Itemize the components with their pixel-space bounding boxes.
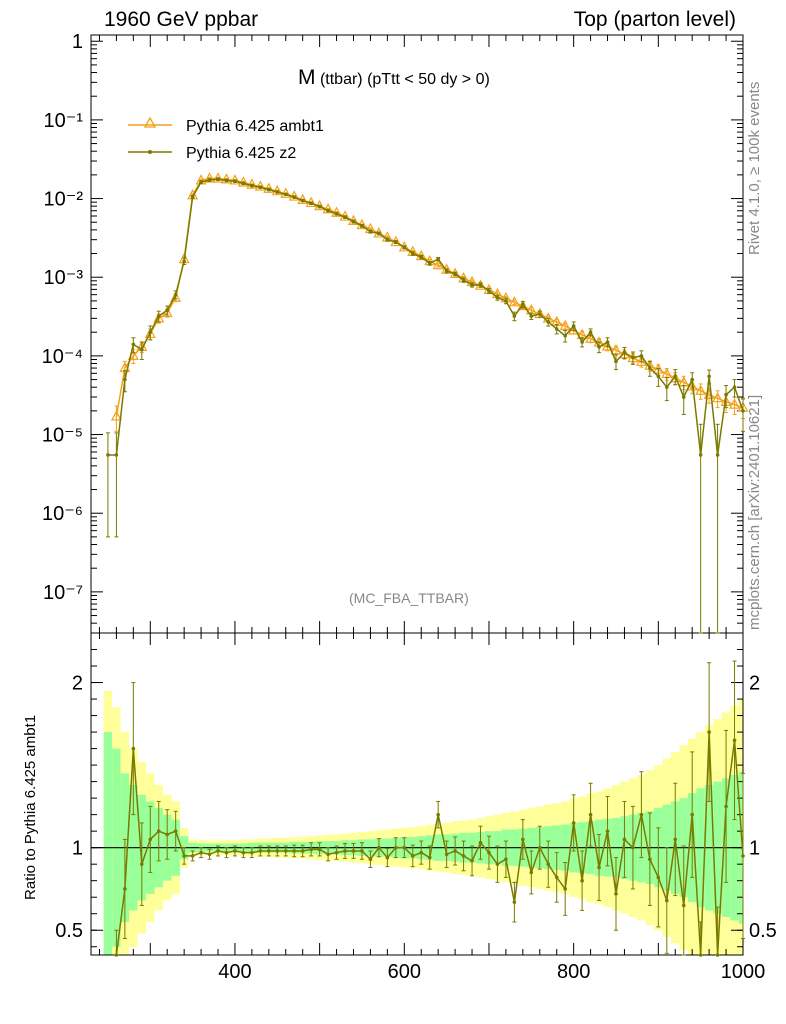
header-left: 1960 GeV ppbar [104,8,259,31]
y-tick-label: 10⁻⁵ [42,425,83,447]
x-tick-label: 1000 [721,961,766,983]
ratio-series-line [115,732,744,956]
x-tick-label: 600 [388,961,421,983]
plot-title: M (ttbar) (pTtt < 50 dy > 0) [298,66,490,90]
band-inner-bin [103,732,113,955]
y-tick-label: 10⁻⁴ [42,346,83,368]
legend: Pythia 6.425 ambt1 Pythia 6.425 z2 [128,116,324,162]
ratio-y-tick-label-right: 2 [749,673,760,695]
data-series-layer [105,172,749,957]
ratio-uncertainty-bands [103,690,743,955]
ratio-y-tick-label-right: 0.5 [749,920,777,942]
source-label: mcplots.cern.ch [arXiv:2401.10621] [746,394,763,630]
ratio-data-point [114,953,119,957]
ratio-y-tick-label: 1 [72,838,83,860]
y-tick-label: 10⁻⁶ [42,503,83,525]
data-point-ambt1 [170,291,182,302]
y-tick-label: 10⁻³ [44,267,84,289]
data-point-z2 [106,453,110,457]
y-tick-label: 1 [72,31,83,53]
ratio-y-axis-label: Ratio to Pythia 6.425 ambt1 [22,714,39,900]
y-tick-label: 10⁻¹ [44,110,84,132]
legend-z2-dot-icon [148,150,152,154]
x-tick-label: 800 [557,961,590,983]
series-line-z2 [107,178,744,456]
rivet-version-label: Rivet 4.1.0, ≥ 100k events [746,81,763,255]
legend-ambt1-triangle-icon [143,116,157,128]
header-right: Top (parton level) [573,8,736,31]
x-tick-label: 400 [218,961,251,983]
ratio-y-tick-label: 0.5 [55,920,83,942]
plot-title-main: M [298,66,316,89]
ratio-y-tick-label-right: 1 [749,838,760,860]
ratio-y-tick-label: 2 [72,673,83,695]
legend-label-ambt1: Pythia 6.425 ambt1 [186,118,324,135]
legend-label-z2: Pythia 6.425 z2 [186,145,296,162]
analysis-tag: (MC_FBA_TTBAR) [349,590,469,606]
y-tick-label: 10⁻² [44,189,84,211]
series-line-ambt1 [115,177,744,417]
plot-title-detail: (ttbar) (pTtt < 50 dy > 0) [319,71,490,88]
y-tick-label: 10⁻⁷ [43,582,83,604]
data-point-ambt1 [110,410,122,421]
